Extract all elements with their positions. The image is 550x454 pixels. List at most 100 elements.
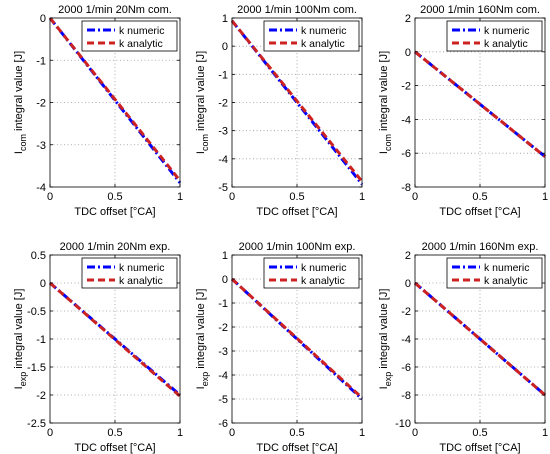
- y-axis-label: Iexp integral value [J]: [378, 289, 393, 390]
- y-tick-label: 0: [40, 13, 46, 25]
- x-tick-label: 0.5: [107, 191, 122, 203]
- legend-label: k numeric: [301, 262, 347, 274]
- y-tick-label: 0: [405, 47, 411, 59]
- y-label-sub: exp: [200, 372, 210, 387]
- y-axis-label: Iexp integral value [J]: [195, 289, 210, 390]
- legend-label: k analytic: [484, 275, 528, 287]
- y-label-main: I: [13, 151, 25, 154]
- y-tick-label: -3: [36, 140, 46, 152]
- legend-box: [263, 257, 360, 289]
- y-tick-label: -6: [401, 362, 411, 374]
- legend-label: k numeric: [484, 25, 530, 37]
- y-tick-label: 1: [222, 13, 228, 25]
- x-tick-label: 0: [47, 191, 53, 203]
- x-axis-label: TDC offset [°CA]: [74, 442, 155, 454]
- legend-label: k analytic: [119, 275, 163, 287]
- y-label-rest: integral value [J]: [378, 51, 390, 134]
- subplot-6: 0 0.5 1 2 0 -2 -4 -6 -8 -10 2000 1/min 160Nm exp. T…: [378, 241, 548, 454]
- y-tick-label: -1: [36, 55, 46, 67]
- subplot-1: 0 0.5 1 0 -1 -2 -3 -4 2000 1/min 20Nm com. TDC of…: [13, 4, 183, 218]
- x-tick-label: 0.5: [107, 427, 122, 439]
- x-tick-label: 1: [359, 191, 365, 203]
- x-axis-label: TDC offset [°CA]: [256, 442, 337, 454]
- y-tick-label: 2: [405, 250, 411, 262]
- y-tick-label: -6: [401, 148, 411, 160]
- x-tick-label: 1: [359, 427, 365, 439]
- y-tick-label: -1: [36, 334, 46, 346]
- y-label-main: I: [195, 386, 207, 389]
- y-tick-label: -4: [218, 154, 228, 166]
- y-tick-label: 0: [405, 278, 411, 290]
- series-line-analytic: [230, 277, 364, 399]
- y-tick-label: -1: [218, 69, 228, 81]
- y-label-sub: com: [18, 134, 28, 151]
- y-tick-label: 1: [222, 250, 228, 262]
- y-label-sub: exp: [18, 372, 28, 387]
- x-tick-label: 0: [229, 191, 235, 203]
- x-axis-label: TDC offset [°CA]: [439, 206, 520, 218]
- x-tick-label: 1: [542, 427, 548, 439]
- x-axis-label: TDC offset [°CA]: [439, 442, 520, 454]
- legend-label: k numeric: [484, 262, 530, 274]
- legend-label: k numeric: [301, 25, 347, 37]
- x-axis-label: TDC offset [°CA]: [74, 206, 155, 218]
- y-tick-label: -2: [36, 98, 46, 110]
- y-tick-label: -2: [401, 81, 411, 93]
- series-line-analytic: [49, 281, 181, 398]
- y-tick-label: -3: [218, 346, 228, 358]
- y-tick-label: -2.5: [27, 418, 46, 430]
- subplot-3: 0 0.5 1 2 0 -2 -4 -6 -8 2000 1/min 160Nm com. TDC …: [378, 4, 548, 218]
- y-tick-label: -8: [401, 390, 411, 402]
- y-tick-label: 2: [405, 13, 411, 25]
- y-tick-label: -0.5: [27, 306, 46, 318]
- y-tick-label: -8: [401, 182, 411, 194]
- subplot-title: 2000 1/min 20Nm com.: [58, 4, 172, 16]
- y-tick-label: -4: [401, 114, 411, 126]
- y-tick-label: -4: [218, 370, 228, 382]
- y-tick-label: -5: [218, 182, 228, 194]
- subplot-4: 0 0.5 1 0.5 0 -0.5 -1 -1.5 -2 -2.5 2000 1/min 20Nm…: [13, 241, 183, 454]
- y-tick-label: -5: [218, 394, 228, 406]
- x-tick-label: 1: [542, 191, 548, 203]
- series-line-analytic: [230, 19, 364, 183]
- y-axis-label: Icom integral value [J]: [195, 51, 210, 154]
- subplot-title: 2000 1/min 160Nm exp.: [422, 241, 539, 253]
- x-tick-label: 0.5: [472, 427, 487, 439]
- y-label-rest: integral value [J]: [195, 289, 207, 372]
- x-tick-label: 1: [177, 191, 183, 203]
- x-tick-label: 0.5: [289, 191, 304, 203]
- y-label-main: I: [13, 386, 25, 389]
- legend-label: k analytic: [119, 38, 163, 50]
- y-label-main: I: [195, 151, 207, 154]
- series-line-analytic: [48, 17, 182, 182]
- legend-label: k analytic: [301, 275, 345, 287]
- y-tick-label: 0: [222, 274, 228, 286]
- x-tick-label: 0.5: [472, 191, 487, 203]
- y-tick-label: -3: [218, 126, 228, 138]
- y-label-rest: integral value [J]: [13, 289, 25, 372]
- y-label-sub: com: [383, 134, 393, 151]
- y-label-main: I: [378, 151, 390, 154]
- x-tick-label: 0: [229, 427, 235, 439]
- subplot-title: 2000 1/min 160Nm com.: [420, 4, 540, 16]
- x-tick-label: 0.5: [289, 427, 304, 439]
- legend-label: k numeric: [119, 262, 165, 274]
- y-label-sub: exp: [383, 372, 393, 387]
- subplot-title: 2000 1/min 100Nm com.: [237, 4, 357, 16]
- y-label-rest: integral value [J]: [378, 289, 390, 372]
- series-line-analytic: [414, 50, 546, 158]
- x-tick-label: 0: [412, 191, 418, 203]
- x-axis-label: TDC offset [°CA]: [256, 206, 337, 218]
- y-axis-label: Icom integral value [J]: [13, 51, 28, 154]
- y-tick-label: -2: [36, 390, 46, 402]
- legend-label: k numeric: [119, 25, 165, 37]
- legend-box: [446, 20, 543, 52]
- y-label-rest: integral value [J]: [13, 51, 25, 134]
- y-label-sub: com: [200, 134, 210, 151]
- legend-box: [81, 257, 178, 289]
